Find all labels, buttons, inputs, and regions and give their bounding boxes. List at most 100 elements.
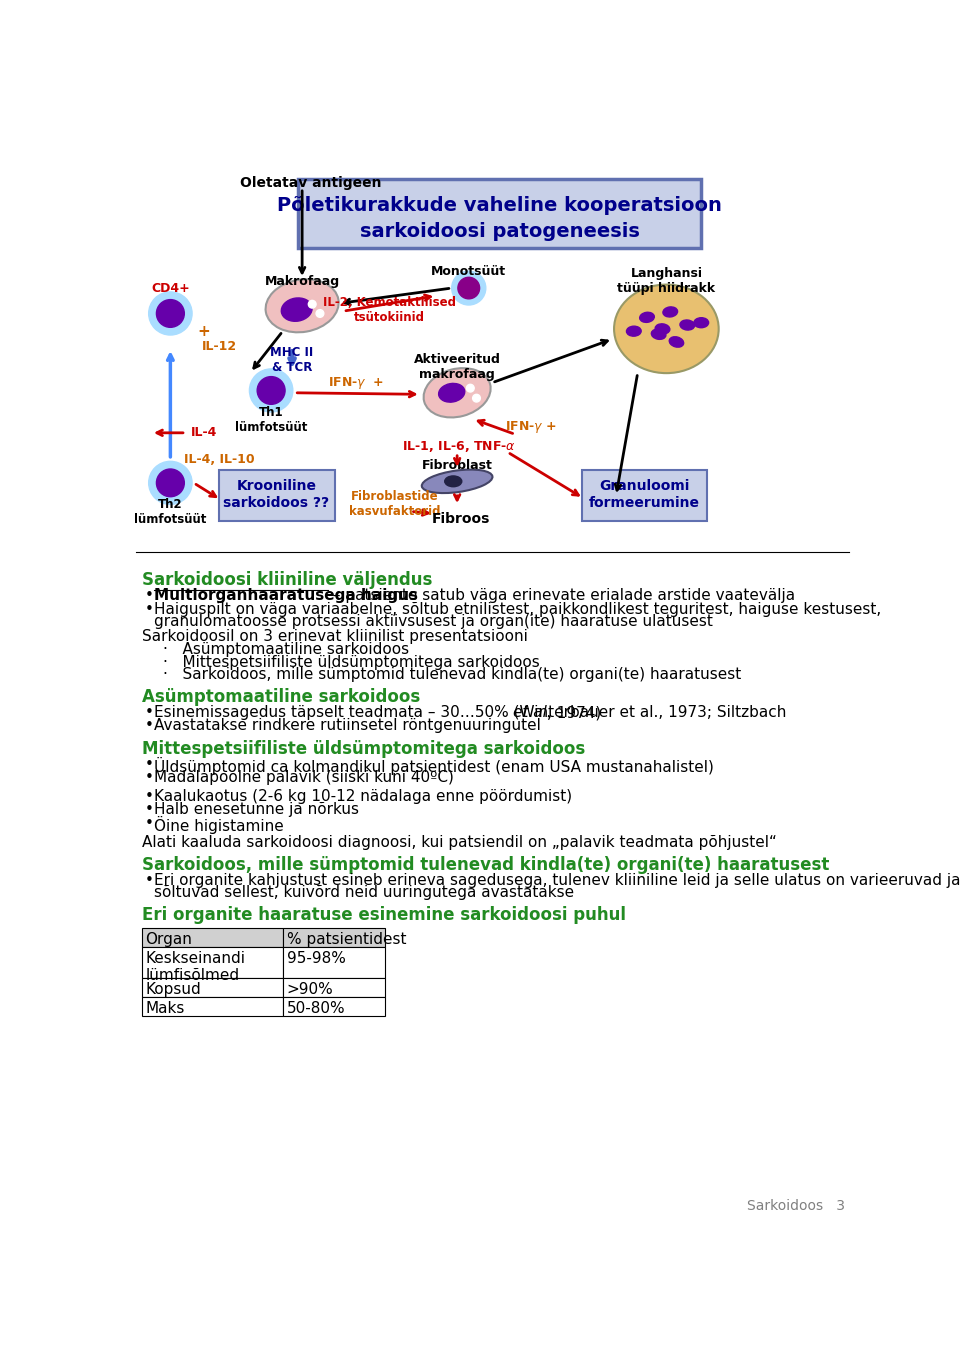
Ellipse shape	[421, 470, 492, 493]
Text: Makrofaag: Makrofaag	[265, 275, 340, 287]
FancyBboxPatch shape	[283, 947, 385, 979]
Text: •: •	[145, 803, 154, 818]
Text: ·   Asümptomaatiline sarkoidoos: · Asümptomaatiline sarkoidoos	[162, 642, 409, 657]
Circle shape	[452, 271, 486, 305]
Text: IFN-$\gamma$  +: IFN-$\gamma$ +	[328, 374, 384, 391]
Ellipse shape	[614, 284, 719, 373]
Text: Multiorganhaaratusega haigus: Multiorganhaaratusega haigus	[155, 588, 419, 603]
Ellipse shape	[627, 327, 641, 336]
FancyBboxPatch shape	[142, 998, 283, 1017]
Text: Avastatakse rindkere rutiinsetel röntgenuuringutel: Avastatakse rindkere rutiinsetel röntgen…	[155, 719, 541, 734]
Circle shape	[316, 309, 324, 317]
Text: 50-80%: 50-80%	[287, 1002, 346, 1017]
Text: Fibroblast: Fibroblast	[421, 460, 492, 472]
Text: •: •	[145, 719, 154, 734]
Text: >90%: >90%	[287, 981, 333, 996]
FancyBboxPatch shape	[283, 979, 385, 998]
Text: •: •	[145, 602, 154, 618]
Text: •: •	[145, 770, 154, 785]
Text: IFN-$\gamma$ +: IFN-$\gamma$ +	[505, 419, 557, 434]
Text: , 1974): , 1974)	[547, 705, 601, 720]
Circle shape	[156, 470, 184, 497]
Text: Keskseinandi
lümfisõlmed: Keskseinandi lümfisõlmed	[146, 951, 246, 984]
Ellipse shape	[423, 367, 491, 418]
FancyBboxPatch shape	[219, 470, 335, 521]
Text: Sarkoidoosil on 3 erinevat kliinilist presentatsiooni: Sarkoidoosil on 3 erinevat kliinilist pr…	[142, 629, 528, 644]
FancyBboxPatch shape	[582, 470, 708, 521]
Text: •: •	[145, 874, 154, 889]
Text: Esinemissagedus täpselt teadmata – 30…50% (Winterbauer et al., 1973; Siltzbach: Esinemissagedus täpselt teadmata – 30…50…	[155, 705, 791, 720]
Text: •: •	[145, 789, 154, 804]
Ellipse shape	[651, 329, 666, 339]
FancyBboxPatch shape	[142, 947, 283, 979]
Circle shape	[149, 461, 192, 505]
Text: Halb enesetunne ja nõrkus: Halb enesetunne ja nõrkus	[155, 803, 359, 818]
Circle shape	[472, 395, 480, 401]
Text: sarkoidoosi patogeneesis: sarkoidoosi patogeneesis	[360, 222, 639, 241]
Text: et al.: et al.	[513, 705, 552, 720]
Text: +: +	[198, 324, 210, 339]
Text: MHC II
& TCR: MHC II & TCR	[271, 346, 314, 374]
Circle shape	[149, 291, 192, 335]
Text: Th1
lümfotsüüt: Th1 lümfotsüüt	[235, 406, 307, 434]
FancyBboxPatch shape	[299, 178, 701, 248]
Text: Haiguspilt on väga variaabelne, sõltub etnilistest, paikkondlikest teguritest, h: Haiguspilt on väga variaabelne, sõltub e…	[155, 602, 881, 618]
Text: Th2
lümfotsüüt: Th2 lümfotsüüt	[134, 498, 206, 527]
Circle shape	[156, 299, 184, 328]
Ellipse shape	[669, 336, 684, 347]
Circle shape	[458, 278, 480, 299]
Text: Alati kaaluda sarkoidoosi diagnoosi, kui patsiendil on „palavik teadmata põhjust: Alati kaaluda sarkoidoosi diagnoosi, kui…	[142, 834, 777, 849]
Text: % patsientidest: % patsientidest	[287, 932, 406, 947]
Text: Kaalukaotus (2-6 kg 10-12 nädalaga enne pöördumist): Kaalukaotus (2-6 kg 10-12 nädalaga enne …	[155, 789, 572, 804]
Text: Monotsüüt: Monotsüüt	[431, 264, 506, 278]
Text: Organ: Organ	[146, 932, 192, 947]
Ellipse shape	[663, 306, 678, 317]
Text: Oletatav antigeen: Oletatav antigeen	[240, 176, 382, 189]
FancyBboxPatch shape	[142, 928, 283, 947]
Circle shape	[257, 377, 285, 404]
Text: Mittespetsiifiliste üldsümptomitega sarkoidoos: Mittespetsiifiliste üldsümptomitega sark…	[142, 740, 585, 758]
Text: Eri organite haaratuse esinemine sarkoidoosi puhul: Eri organite haaratuse esinemine sarkoid…	[142, 906, 626, 924]
Text: Madalapoolne palavik (siiski kuni 40ºC): Madalapoolne palavik (siiski kuni 40ºC)	[155, 770, 454, 785]
Ellipse shape	[444, 476, 462, 487]
FancyBboxPatch shape	[142, 979, 283, 998]
Text: – patsiente satub väga erinevate erialade arstide vaatevälja: – patsiente satub väga erinevate erialad…	[328, 588, 796, 603]
Text: 95-98%: 95-98%	[287, 951, 346, 966]
Text: granulomatoosse protsessi aktiivsusest ja organ(ite) haaratuse ulatusest: granulomatoosse protsessi aktiivsusest j…	[155, 614, 713, 629]
Text: •: •	[145, 705, 154, 720]
Text: Fibroblastide
kasvufaktorid: Fibroblastide kasvufaktorid	[349, 490, 441, 517]
Text: •: •	[145, 588, 154, 603]
Text: Üldsümptomid ca kolmandikul patsientidest (enam USA mustanahalistel): Üldsümptomid ca kolmandikul patsientides…	[155, 757, 714, 774]
Text: Maks: Maks	[146, 1002, 185, 1017]
FancyBboxPatch shape	[283, 928, 385, 947]
Text: Granuloomi
formeerumine: Granuloomi formeerumine	[589, 479, 700, 509]
Ellipse shape	[439, 384, 465, 401]
Text: IL-2, Kemotaktilised
tsütokiinid: IL-2, Kemotaktilised tsütokiinid	[324, 295, 456, 324]
Circle shape	[467, 384, 474, 392]
Circle shape	[308, 301, 316, 308]
Text: Sarkoidoos   3: Sarkoidoos 3	[747, 1199, 845, 1213]
Ellipse shape	[694, 317, 708, 328]
Text: Aktiveeritud
makrofaag: Aktiveeritud makrofaag	[414, 354, 500, 381]
Text: Fibroos: Fibroos	[432, 512, 491, 527]
Text: Öine higistamine: Öine higistamine	[155, 815, 284, 833]
Text: IL-12: IL-12	[202, 340, 237, 352]
Ellipse shape	[639, 312, 655, 323]
Ellipse shape	[680, 320, 694, 331]
Text: IL-4, IL-10: IL-4, IL-10	[183, 453, 254, 467]
Text: sõltuvad sellest, kuivõrd neid uuringutega avastatakse: sõltuvad sellest, kuivõrd neid uuringute…	[155, 885, 574, 900]
Circle shape	[250, 369, 293, 412]
Text: Asümptomaatiline sarkoidoos: Asümptomaatiline sarkoidoos	[142, 689, 420, 706]
Text: Põletikurakkude vaheline kooperatsioon: Põletikurakkude vaheline kooperatsioon	[277, 196, 722, 215]
Ellipse shape	[266, 279, 339, 332]
Text: Sarkoidoos, mille sümptomid tulenevad kindla(te) organi(te) haaratusest: Sarkoidoos, mille sümptomid tulenevad ki…	[142, 856, 829, 874]
Text: ·   Sarkoidoos, mille sümptomid tulenevad kindla(te) organi(te) haaratusest: · Sarkoidoos, mille sümptomid tulenevad …	[162, 667, 741, 682]
Text: CD4+: CD4+	[151, 282, 190, 295]
Text: •: •	[145, 815, 154, 830]
Text: Langhansi
tüüpi hiidrakk: Langhansi tüüpi hiidrakk	[617, 267, 715, 295]
Text: IL-4: IL-4	[191, 426, 218, 440]
Text: ·   Mittespetsiifiliste üldsümptomitega sarkoidoos: · Mittespetsiifiliste üldsümptomitega sa…	[162, 655, 540, 670]
Ellipse shape	[655, 324, 670, 333]
Text: •: •	[145, 757, 154, 772]
Text: IL-1, IL-6, TNF-$\alpha$: IL-1, IL-6, TNF-$\alpha$	[401, 440, 516, 455]
